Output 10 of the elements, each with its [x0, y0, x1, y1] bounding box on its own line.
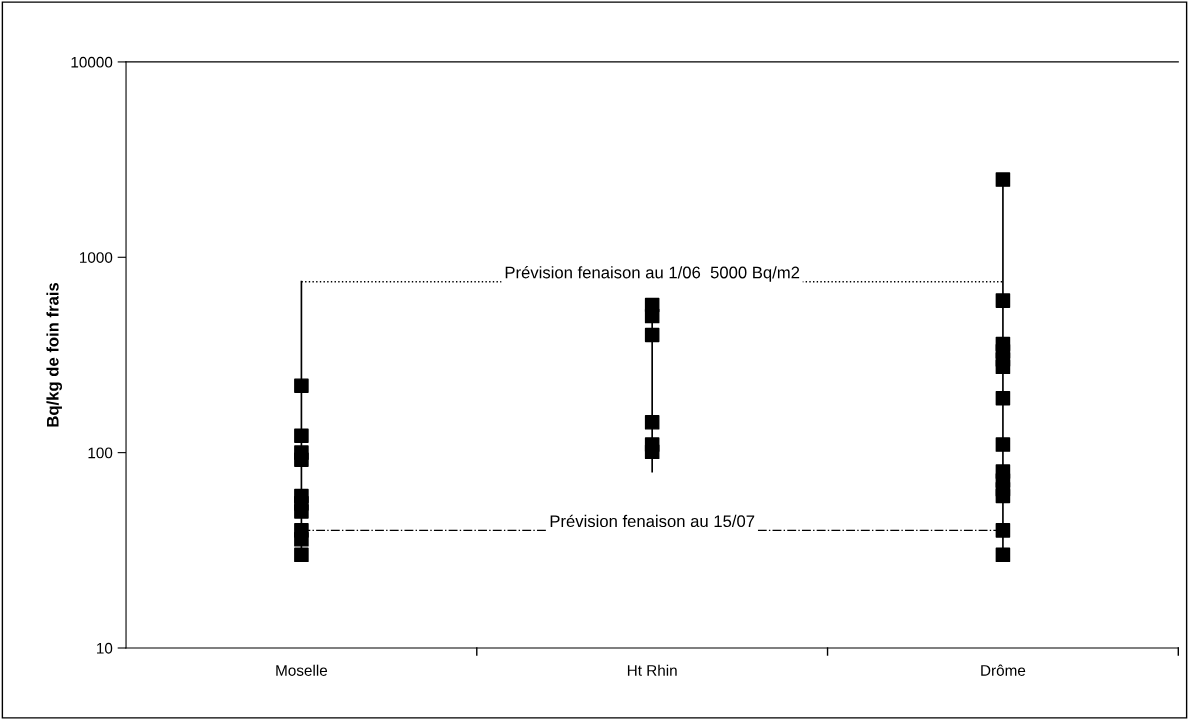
x-tick-label: Drôme: [981, 664, 1026, 676]
y-tick-label: 1000: [80, 252, 113, 263]
x-tick-label: Ht Rhin: [627, 664, 677, 676]
y-axis-title: Bq/kg de foin frais: [46, 282, 63, 427]
ref-line-label: Prévision fenaison au 15/07: [550, 514, 755, 528]
y-tick-label: 10: [97, 642, 113, 654]
y-tick-label: 10000: [71, 56, 113, 68]
y-tick-label: 100: [88, 447, 113, 459]
x-tick-label: Moselle: [276, 664, 328, 676]
ref-line-label: Prévision fenaison au 1/06 5000 Bq/m2: [505, 265, 800, 282]
